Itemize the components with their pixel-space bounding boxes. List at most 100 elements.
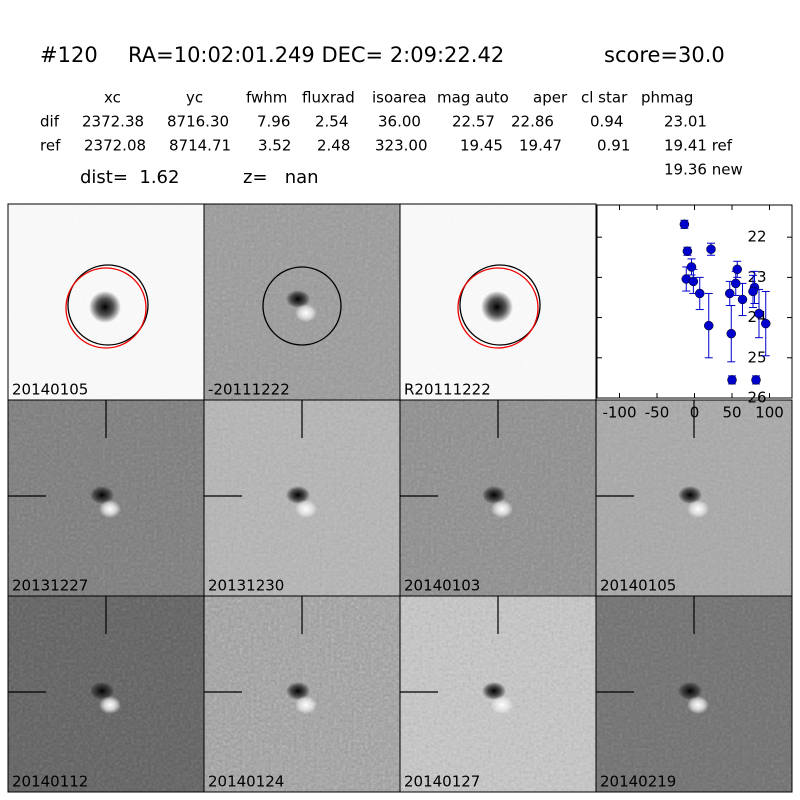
panel-label: 20131227 <box>12 577 88 595</box>
table-cell: 23.01 <box>664 113 707 131</box>
panel-label: 20140112 <box>12 773 88 791</box>
panel-label: -20111222 <box>208 381 290 399</box>
panel-label: 20140127 <box>404 773 480 791</box>
residual-neg <box>286 486 310 504</box>
residual-neg <box>678 682 702 700</box>
aperture-ref <box>65 267 147 349</box>
y-tick-label: 25 <box>747 348 766 366</box>
table-cell: 2.48 <box>317 137 350 155</box>
column-header: isoarea <box>372 89 427 107</box>
point <box>706 244 716 254</box>
panel-frame <box>595 595 793 793</box>
residual-neg <box>482 682 506 700</box>
point <box>748 286 758 297</box>
image-panel: 20140124 <box>203 595 401 793</box>
image-panel: 20140219 <box>595 595 793 793</box>
image-panel: R20111222 <box>399 203 597 401</box>
point <box>726 328 736 339</box>
residual-neg <box>90 486 114 504</box>
residual-neg <box>678 486 702 504</box>
column-header: fwhm <box>246 89 287 107</box>
image-panel: 20140127 <box>399 595 597 793</box>
residual-pos <box>295 304 317 322</box>
image-panel: 20140105 <box>595 399 793 597</box>
residual-pos <box>491 696 513 714</box>
table-cell: 8714.71 <box>169 137 231 155</box>
residual-neg <box>90 682 114 700</box>
table-cell: 19.47 <box>519 137 562 155</box>
point <box>754 308 764 319</box>
column-header: xc <box>104 89 121 107</box>
column-header: yc <box>186 89 203 107</box>
x-tick-label: -100 <box>602 404 636 422</box>
panel-label: 20140105 <box>600 577 676 595</box>
table-cell: 2372.08 <box>84 137 146 155</box>
point <box>679 219 690 230</box>
point <box>704 320 714 331</box>
residual-pos <box>295 500 317 518</box>
aperture <box>67 264 149 346</box>
table-cell: 323.00 <box>375 137 428 155</box>
column-header: aper <box>533 89 568 107</box>
panel-label: R20111222 <box>404 381 491 399</box>
coordinates: RA=10:02:01.249 DEC= 2:09:22.42 <box>128 43 504 67</box>
y-tick-label: 26 <box>747 389 766 407</box>
column-header: fluxrad <box>302 89 355 107</box>
residual-neg <box>286 290 310 308</box>
point <box>751 375 761 385</box>
point <box>761 318 771 329</box>
table-cell: 19.41 ref <box>664 137 733 155</box>
column-header: phmag <box>641 89 693 107</box>
point <box>682 246 693 256</box>
residual-pos <box>687 696 709 714</box>
table-cell: 8716.30 <box>167 113 229 131</box>
table-cell: 19.45 <box>460 137 503 155</box>
point <box>695 288 705 299</box>
x-tick-label: 50 <box>722 404 741 422</box>
table-cell: 3.52 <box>258 137 291 155</box>
table-cell: 22.86 <box>511 113 554 131</box>
score: score=30.0 <box>604 43 725 67</box>
residual-pos <box>295 696 317 714</box>
row-label: ref <box>40 137 61 155</box>
panel-label: 20140124 <box>208 773 284 791</box>
residual-pos <box>687 500 709 518</box>
residual-pos <box>99 500 121 518</box>
panel-label: 20140103 <box>404 577 480 595</box>
panel-label: 20131230 <box>208 577 284 595</box>
column-header: cl star <box>581 89 628 107</box>
point <box>732 264 742 275</box>
panel-label: 20140219 <box>600 773 676 791</box>
residual-neg <box>482 486 506 504</box>
aperture <box>262 266 342 346</box>
image-panel: 20131227 <box>7 399 205 597</box>
x-tick-label: -50 <box>645 404 670 422</box>
point <box>688 276 699 287</box>
image-panel: 20140103 <box>399 399 597 597</box>
table-cell: 36.00 <box>378 113 421 131</box>
image-panel: 20140105 <box>7 203 205 401</box>
residual-pos <box>99 696 121 714</box>
table-cell: 0.91 <box>597 137 630 155</box>
column-header: mag auto <box>437 89 509 107</box>
source <box>89 291 121 323</box>
aperture-ref <box>457 267 539 349</box>
new-mag: 19.36 new <box>664 161 743 179</box>
y-tick-label: 22 <box>747 228 766 246</box>
image-panel: 20131230 <box>203 399 401 597</box>
dist: dist= 1.62 <box>80 167 179 188</box>
z: z= nan <box>243 167 319 188</box>
image-panel: 20140112 <box>7 595 205 793</box>
residual-pos <box>491 500 513 518</box>
table-cell: 2.54 <box>315 113 348 131</box>
x-tick-label: 100 <box>755 404 784 422</box>
table-cell: 0.94 <box>590 113 623 131</box>
row-label: dif <box>40 113 60 131</box>
point <box>737 294 748 305</box>
point <box>727 375 737 385</box>
x-tick-label: 0 <box>690 404 700 422</box>
table-cell: 2372.38 <box>82 113 144 131</box>
image-panel: -20111222 <box>203 203 401 401</box>
